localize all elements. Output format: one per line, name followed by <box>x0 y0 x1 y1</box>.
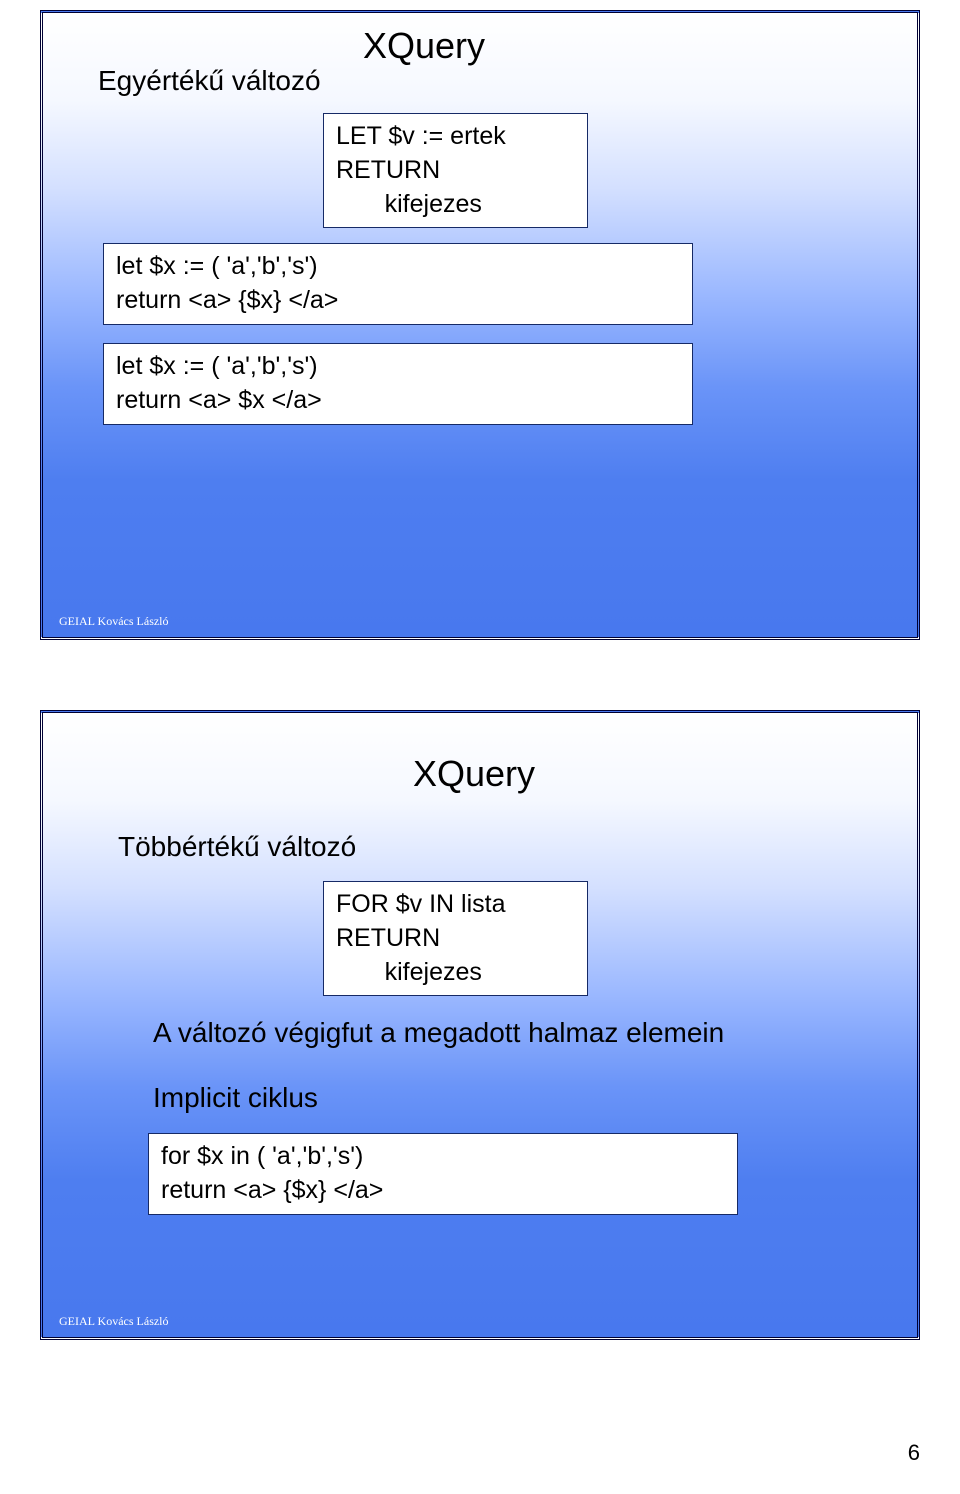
slide1-example1: let $x := ( 'a','b','s') return <a> {$x}… <box>103 243 693 325</box>
slide2-subtitle: Többértékű változó <box>118 831 356 863</box>
slide2-title: XQuery <box>413 753 535 795</box>
page-container: XQuery Egyértékű változó LET $v := ertek… <box>0 0 960 1440</box>
slide1-syntax-box: LET $v := ertek RETURN kifejezes <box>323 113 588 228</box>
slide1-title: XQuery <box>363 25 485 67</box>
slide-2: XQuery Többértékű változó FOR $v IN list… <box>40 710 920 1340</box>
slide2-note1: A változó végigfut a megadott halmaz ele… <box>153 1013 724 1052</box>
slide-1: XQuery Egyértékű változó LET $v := ertek… <box>40 10 920 640</box>
slide2-syntax-box: FOR $v IN lista RETURN kifejezes <box>323 881 588 996</box>
slide1-example2: let $x := ( 'a','b','s') return <a> $x <… <box>103 343 693 425</box>
page-number: 6 <box>0 1440 960 1486</box>
slide2-footer: GEIAL Kovács László <box>59 1314 169 1329</box>
slide1-subtitle: Egyértékű változó <box>98 65 321 97</box>
slide1-footer: GEIAL Kovács László <box>59 614 169 629</box>
slide2-example: for $x in ( 'a','b','s') return <a> {$x}… <box>148 1133 738 1215</box>
slide2-note2: Implicit ciklus <box>153 1078 318 1117</box>
